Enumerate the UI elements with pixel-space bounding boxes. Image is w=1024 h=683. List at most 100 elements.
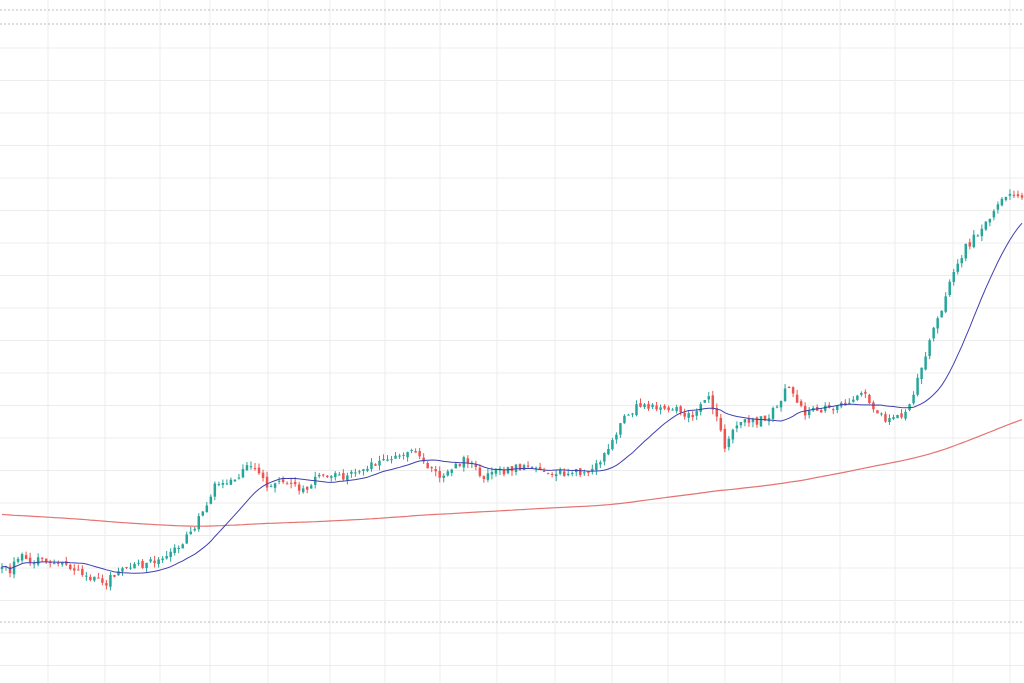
candle-body bbox=[177, 547, 180, 550]
candle-body bbox=[755, 417, 759, 425]
candle-body bbox=[607, 448, 610, 455]
candle-body bbox=[747, 418, 751, 423]
candle-body bbox=[241, 469, 245, 478]
candle-body bbox=[28, 557, 32, 563]
candle-body bbox=[1000, 198, 1004, 206]
candle-body bbox=[799, 401, 803, 406]
candle-body bbox=[334, 473, 337, 478]
candle-body bbox=[587, 471, 590, 473]
candle-body bbox=[301, 488, 305, 493]
candle-body bbox=[679, 406, 682, 413]
candle-body bbox=[635, 404, 638, 416]
candle-body bbox=[603, 453, 606, 462]
candle-body bbox=[338, 474, 341, 476]
candle-body bbox=[639, 403, 642, 407]
candle-body bbox=[659, 407, 662, 410]
candle-body bbox=[631, 413, 634, 415]
candle-body bbox=[888, 418, 891, 423]
candle-body bbox=[293, 481, 297, 485]
candle-body bbox=[570, 472, 574, 474]
candle-body bbox=[48, 562, 52, 564]
candle-body bbox=[707, 396, 711, 400]
candle-body bbox=[221, 482, 225, 485]
candle-body bbox=[695, 411, 698, 416]
candle-body bbox=[406, 452, 409, 458]
candle-body bbox=[832, 409, 835, 411]
candle-body bbox=[8, 566, 12, 574]
candle-body bbox=[24, 555, 28, 559]
candle-body bbox=[916, 377, 919, 395]
candle-body bbox=[880, 413, 883, 415]
candle-body bbox=[944, 296, 947, 312]
candle-body bbox=[309, 485, 313, 489]
candle-body bbox=[430, 467, 433, 469]
candle-body bbox=[534, 467, 538, 469]
candle-body bbox=[157, 559, 160, 564]
candle-body bbox=[956, 263, 959, 272]
candle-body bbox=[32, 563, 36, 565]
candle-body bbox=[735, 425, 739, 429]
candle-body bbox=[297, 484, 301, 491]
candle-body bbox=[133, 563, 136, 569]
candle-body bbox=[269, 486, 273, 488]
candle-body bbox=[36, 557, 40, 565]
candle-body bbox=[583, 472, 586, 474]
candle-body bbox=[466, 458, 470, 464]
candle-body bbox=[779, 400, 783, 408]
candle-body bbox=[972, 234, 976, 248]
slow-moving-average bbox=[1, 419, 1023, 527]
candle-body bbox=[579, 468, 582, 476]
candle-body bbox=[249, 466, 253, 468]
candle-body bbox=[350, 471, 353, 474]
candle-body bbox=[318, 474, 321, 477]
candle-body bbox=[189, 531, 192, 534]
candle-body bbox=[671, 409, 674, 411]
candle-body bbox=[868, 394, 871, 404]
candle-body bbox=[619, 423, 622, 435]
candle-body bbox=[920, 367, 923, 379]
candle-body bbox=[494, 469, 498, 474]
candle-body bbox=[40, 557, 44, 559]
candle-body bbox=[330, 476, 333, 478]
candle-body bbox=[819, 410, 823, 413]
candle-body bbox=[285, 483, 289, 485]
candle-body bbox=[354, 472, 357, 474]
candle-body bbox=[502, 470, 506, 475]
candle-body bbox=[691, 414, 694, 418]
candle-body bbox=[988, 218, 992, 223]
candle-body bbox=[12, 561, 16, 575]
candle-body bbox=[924, 356, 927, 370]
candle-body bbox=[261, 472, 265, 479]
candle-body bbox=[530, 467, 534, 469]
candle-body bbox=[976, 235, 980, 237]
candle-body bbox=[153, 560, 156, 564]
candle-body bbox=[141, 561, 144, 568]
candle-body bbox=[458, 464, 462, 466]
candle-body bbox=[482, 476, 486, 480]
candle-body bbox=[952, 271, 955, 282]
candle-body bbox=[1020, 195, 1024, 198]
candle-body bbox=[558, 470, 562, 474]
candle-body bbox=[442, 475, 445, 478]
candle-body bbox=[787, 386, 791, 389]
candle-body bbox=[229, 479, 233, 485]
candle-body bbox=[731, 429, 735, 440]
candle-body bbox=[932, 327, 935, 339]
candle-body bbox=[1004, 196, 1008, 200]
candle-body bbox=[675, 407, 678, 412]
candle-body bbox=[149, 559, 152, 562]
candle-body bbox=[454, 463, 458, 469]
candle-body bbox=[378, 460, 381, 466]
candle-body bbox=[89, 576, 92, 581]
candle-body bbox=[1016, 194, 1020, 197]
candle-body bbox=[85, 575, 88, 577]
candle-body bbox=[595, 463, 598, 471]
candle-body bbox=[623, 415, 626, 424]
fast-moving-average bbox=[1, 222, 1023, 574]
candle-body bbox=[960, 258, 964, 264]
slow-ma-line bbox=[1, 419, 1023, 527]
candle-body bbox=[1012, 194, 1016, 196]
candle-body bbox=[253, 467, 257, 470]
candle-body bbox=[948, 281, 951, 295]
